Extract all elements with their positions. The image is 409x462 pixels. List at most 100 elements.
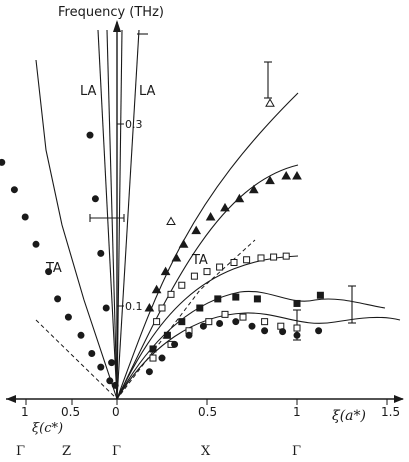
data-point-series-4-7 [230, 259, 238, 266]
curve-bottom [116, 312, 401, 400]
curve-filled-square [116, 290, 386, 400]
data-point-series-1-0 [106, 377, 114, 385]
branch-label-la-left: LA [80, 84, 97, 99]
data-point-series-2-0 [166, 216, 176, 226]
data-point-series-4-8 [243, 256, 251, 264]
data-point-series-5-6 [253, 295, 261, 303]
data-point-series-3-1 [151, 284, 162, 294]
data-point-series-1-1 [97, 363, 105, 371]
data-point-series-4-2 [167, 290, 175, 298]
data-point-series-1-4 [64, 313, 72, 321]
data-point-series-5-5 [232, 293, 240, 301]
data-point-series-1-9 [10, 186, 18, 194]
data-point-series-7-2 [171, 340, 179, 348]
data-point-series-3-3 [171, 252, 182, 262]
data-point-series-3-8 [234, 193, 245, 203]
curve-filled-triangle [116, 164, 299, 400]
data-point-series-7-11 [315, 327, 323, 335]
data-point-series-4-6 [216, 263, 224, 271]
data-point-series-3-0 [144, 302, 155, 312]
data-point-series-7-1 [158, 354, 166, 362]
dashed-reference-line [35, 239, 256, 400]
data-point-series-7-4 [199, 322, 207, 330]
curve-la-a-inner [116, 29, 123, 400]
x-right-tick-1.5: 1.5 [381, 405, 400, 419]
data-point-series-7-7 [248, 322, 256, 330]
data-point-series-5-3 [196, 304, 204, 312]
x-axis-label-left: ξ(c*) [32, 421, 63, 436]
x-right-tick-1: 1 [293, 405, 301, 419]
data-point-series-0-0 [111, 381, 119, 389]
data-point-series-4-0 [153, 318, 161, 326]
data-point-series-1-6 [45, 268, 53, 276]
data-point-series-7-6 [232, 318, 240, 326]
data-point-series-5-2 [178, 318, 186, 326]
data-point-series-0-5 [86, 131, 94, 139]
data-point-series-7-3 [185, 331, 193, 339]
data-point-series-1-7 [32, 240, 40, 248]
data-points [0, 98, 324, 389]
data-point-series-7-10 [293, 331, 301, 339]
x-left-tick-0.5: 0.5 [61, 405, 80, 419]
curve-ta-c [35, 59, 118, 400]
sym-label-z: Z [62, 444, 71, 459]
curve-la-c-inner [106, 29, 118, 400]
data-point-series-6-0 [149, 354, 157, 362]
data-point-series-3-12 [292, 171, 302, 180]
data-point-series-5-1 [163, 331, 171, 339]
data-point-series-1-10 [0, 158, 6, 166]
data-point-series-0-3 [97, 249, 105, 257]
data-point-series-3-9 [248, 184, 259, 194]
data-point-series-6-5 [239, 313, 247, 321]
data-point-series-7-5 [216, 319, 224, 327]
data-point-series-3-5 [191, 225, 202, 235]
data-point-series-7-9 [279, 328, 287, 336]
data-point-series-6-6 [261, 318, 269, 326]
data-point-series-3-10 [265, 175, 275, 185]
data-point-series-4-3 [178, 281, 186, 289]
data-point-series-7-8 [261, 327, 269, 335]
curve-open-triangle [116, 92, 299, 400]
y-axis-label: Frequency (THz) [58, 5, 164, 20]
data-point-series-7-0 [145, 368, 153, 376]
x-right-tick-0.5: 0.5 [198, 405, 217, 419]
data-point-series-3-7 [220, 202, 230, 212]
data-point-series-5-7 [293, 299, 301, 307]
data-point-series-4-1 [158, 304, 166, 312]
branch-label-ta-right: TA [191, 253, 208, 268]
data-point-series-4-11 [282, 252, 290, 260]
sym-label-gamma-left: Γ [16, 444, 25, 459]
data-point-series-4-10 [270, 253, 278, 261]
sym-label-gamma-center: Γ [112, 444, 121, 459]
data-point-series-3-4 [178, 239, 189, 248]
branch-label-la-right: LA [139, 84, 156, 99]
data-point-series-1-2 [88, 350, 96, 357]
data-point-series-2-1 [265, 98, 275, 107]
x-axis-label-right: ξ(a*) [332, 408, 366, 424]
data-point-series-5-4 [214, 295, 222, 303]
data-point-series-3-2 [160, 266, 171, 276]
data-point-series-3-6 [205, 211, 216, 221]
data-point-series-0-4 [91, 195, 99, 203]
data-point-series-0-2 [102, 304, 110, 312]
x-left-tick-0: 0 [112, 405, 120, 419]
sym-label-gamma-right: Γ [292, 444, 301, 459]
data-point-series-5-8 [316, 291, 324, 299]
data-point-series-6-4 [221, 310, 229, 318]
curve-la-c-outer [97, 29, 118, 400]
x-left-tick-1: 1 [21, 405, 29, 419]
data-point-series-1-3 [77, 331, 85, 339]
x-axis-left-arrow [6, 395, 16, 403]
data-point-series-3-11 [281, 171, 292, 180]
data-point-series-5-0 [149, 345, 157, 353]
data-point-series-6-3 [205, 318, 213, 326]
data-point-series-1-8 [21, 213, 29, 221]
curve-la-a-outer [116, 29, 140, 400]
x-axis-right-arrow [394, 395, 404, 403]
data-point-series-4-5 [203, 268, 211, 276]
data-point-series-6-8 [293, 324, 301, 332]
data-point-series-1-5 [54, 295, 62, 303]
y-tick-label-0.1: 0.1 [125, 300, 143, 313]
data-point-series-4-9 [257, 254, 265, 262]
sym-label-x: X [201, 444, 211, 459]
